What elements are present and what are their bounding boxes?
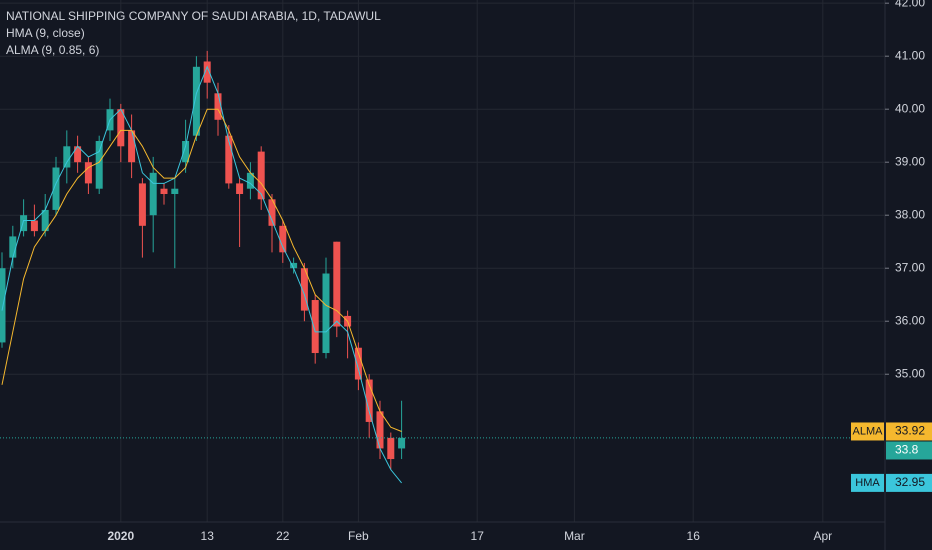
indicator-label: ALMA (9, 0.85, 6)	[6, 43, 99, 57]
price-tag	[886, 422, 932, 441]
candle-body	[171, 188, 179, 195]
candle-body	[333, 241, 341, 327]
candle-body	[214, 93, 222, 120]
candle-body	[376, 411, 384, 449]
candle-body	[41, 209, 49, 232]
candle-body	[182, 140, 190, 163]
x-tick-label: 2020	[107, 529, 134, 543]
candle-body	[279, 225, 287, 253]
x-tick-label: 17	[471, 529, 485, 543]
y-tick-label: 41.00	[895, 48, 925, 62]
price-tag-value: 32.95	[895, 475, 925, 489]
x-tick-label: 13	[201, 529, 215, 543]
y-tick-label: 35.00	[895, 366, 925, 380]
y-tick-label: 39.00	[895, 154, 925, 168]
candle-body	[84, 162, 92, 184]
indicator-label: HMA (9, close)	[6, 26, 85, 40]
candle-body	[20, 215, 28, 232]
price-tag-value: 33.8	[895, 443, 919, 457]
y-tick-label: 42.00	[895, 0, 925, 9]
axis-labels: 35.00 36.00 37.00 38.00 39.00 40.00 41.00 42.00…	[107, 0, 932, 543]
candle-body	[74, 146, 82, 163]
candle-body	[300, 268, 308, 311]
indicator-tag-name: HMA	[855, 477, 880, 489]
x-tick-label: Apr	[813, 529, 832, 543]
y-tick-label: 38.00	[895, 207, 925, 221]
candle-body	[246, 172, 254, 189]
candle-body	[52, 167, 60, 210]
y-tick-label: 40.00	[895, 101, 925, 115]
indicator-line	[1, 65, 402, 484]
candle-body	[95, 140, 103, 189]
candle-body	[225, 135, 233, 184]
price-tag	[886, 473, 932, 492]
candle-body	[117, 109, 125, 147]
candle-body	[30, 220, 38, 232]
grid	[0, 0, 885, 522]
candle-body	[354, 347, 362, 380]
candle-body	[236, 183, 244, 195]
y-tick-label: 36.00	[895, 313, 925, 327]
indicator-line	[1, 108, 402, 432]
indicator-tag	[851, 422, 884, 441]
candle-body	[268, 199, 276, 226]
candle-body	[160, 188, 168, 195]
candle-body	[311, 300, 319, 354]
candle-body	[398, 437, 406, 449]
candle-body	[9, 236, 17, 258]
candle-body	[365, 379, 373, 422]
x-tick-label: Feb	[348, 529, 369, 543]
price-tag-value: 33.92	[895, 424, 925, 438]
x-tick-label: 22	[276, 529, 290, 543]
candle-body	[63, 146, 71, 168]
candle-body	[257, 151, 265, 200]
plot	[0, 50, 885, 484]
candle-body	[387, 437, 395, 460]
candle-body	[192, 66, 200, 136]
candle-body	[138, 183, 146, 226]
indicator-tag-name: ALMA	[853, 425, 884, 437]
candle-body	[203, 61, 211, 83]
candle-body	[128, 130, 136, 163]
price-tag	[886, 441, 932, 460]
y-tick-label: 37.00	[895, 260, 925, 274]
x-tick-label: 16	[687, 529, 701, 543]
candle-body	[290, 262, 298, 269]
x-tick-label: Mar	[564, 529, 585, 543]
candle-body	[149, 172, 157, 216]
candle-body	[322, 273, 330, 354]
chart-title: NATIONAL SHIPPING COMPANY OF SAUDI ARABI…	[6, 9, 381, 23]
indicator-tag	[851, 473, 884, 492]
